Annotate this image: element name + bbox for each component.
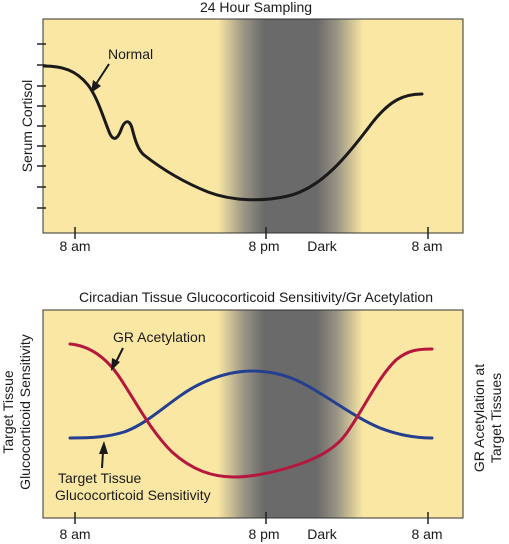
top-x-tick-8am-end: 8 am	[411, 238, 442, 254]
bottom-panel: Circadian Tissue Glucocorticoid Sensitiv…	[0, 289, 504, 542]
curve-label-gr-acetylation: GR Acetylation	[113, 329, 206, 345]
gr-acetylation-curve	[68, 342, 434, 479]
bottom-x-tick-8pm: 8 pm	[248, 526, 279, 542]
bottom-plot-frame	[42, 309, 464, 519]
curve-label-sensitivity-line2: Glucocorticoid Sensitivity	[55, 487, 211, 503]
bottom-right-axis-label-line2: Target Tissues	[488, 373, 504, 463]
bottom-x-ticks	[74, 512, 429, 524]
bottom-left-axis-label: Target Tissue Glucocorticoid Sensitivity	[0, 334, 33, 490]
curve-label-normal: Normal	[108, 46, 153, 62]
bottom-dark-band	[218, 310, 363, 518]
top-x-ticks	[74, 227, 429, 239]
normal-arrow	[91, 63, 110, 93]
bottom-left-axis-label-line1: Target Tissue	[0, 370, 16, 453]
top-panel-title: 24 Hour Sampling	[200, 0, 312, 15]
gr-acetylation-arrow	[111, 347, 124, 371]
bottom-right-axis-label-line1: GR Acetylation at	[471, 364, 487, 472]
bottom-left-axis-label-line2: Glucocorticoid Sensitivity	[17, 334, 33, 490]
sensitivity-arrow	[99, 441, 108, 469]
curve-label-sensitivity-line1: Target Tissue	[58, 470, 141, 486]
top-x-tick-8am-start: 8 am	[59, 238, 90, 254]
top-y-ticks	[37, 43, 46, 209]
bottom-x-tick-8am-start: 8 am	[59, 526, 90, 542]
top-x-tick-8pm: 8 pm	[248, 238, 279, 254]
bottom-right-axis-label: GR Acetylation at Target Tissues	[471, 364, 504, 472]
sensitivity-curve	[68, 369, 434, 440]
top-y-axis-label: Serum Cortisol	[19, 80, 35, 173]
bottom-x-tick-dark: Dark	[307, 526, 338, 542]
cortisol-curve	[42, 64, 424, 202]
top-dark-band	[218, 19, 363, 233]
bottom-panel-title: Circadian Tissue Glucocorticoid Sensitiv…	[79, 289, 433, 305]
top-panel: 24 Hour Sampling 8 am 8 pm Dark 8 am Ser…	[19, 0, 464, 254]
bottom-x-tick-8am-end: 8 am	[411, 526, 442, 542]
top-x-tick-dark: Dark	[307, 238, 338, 254]
